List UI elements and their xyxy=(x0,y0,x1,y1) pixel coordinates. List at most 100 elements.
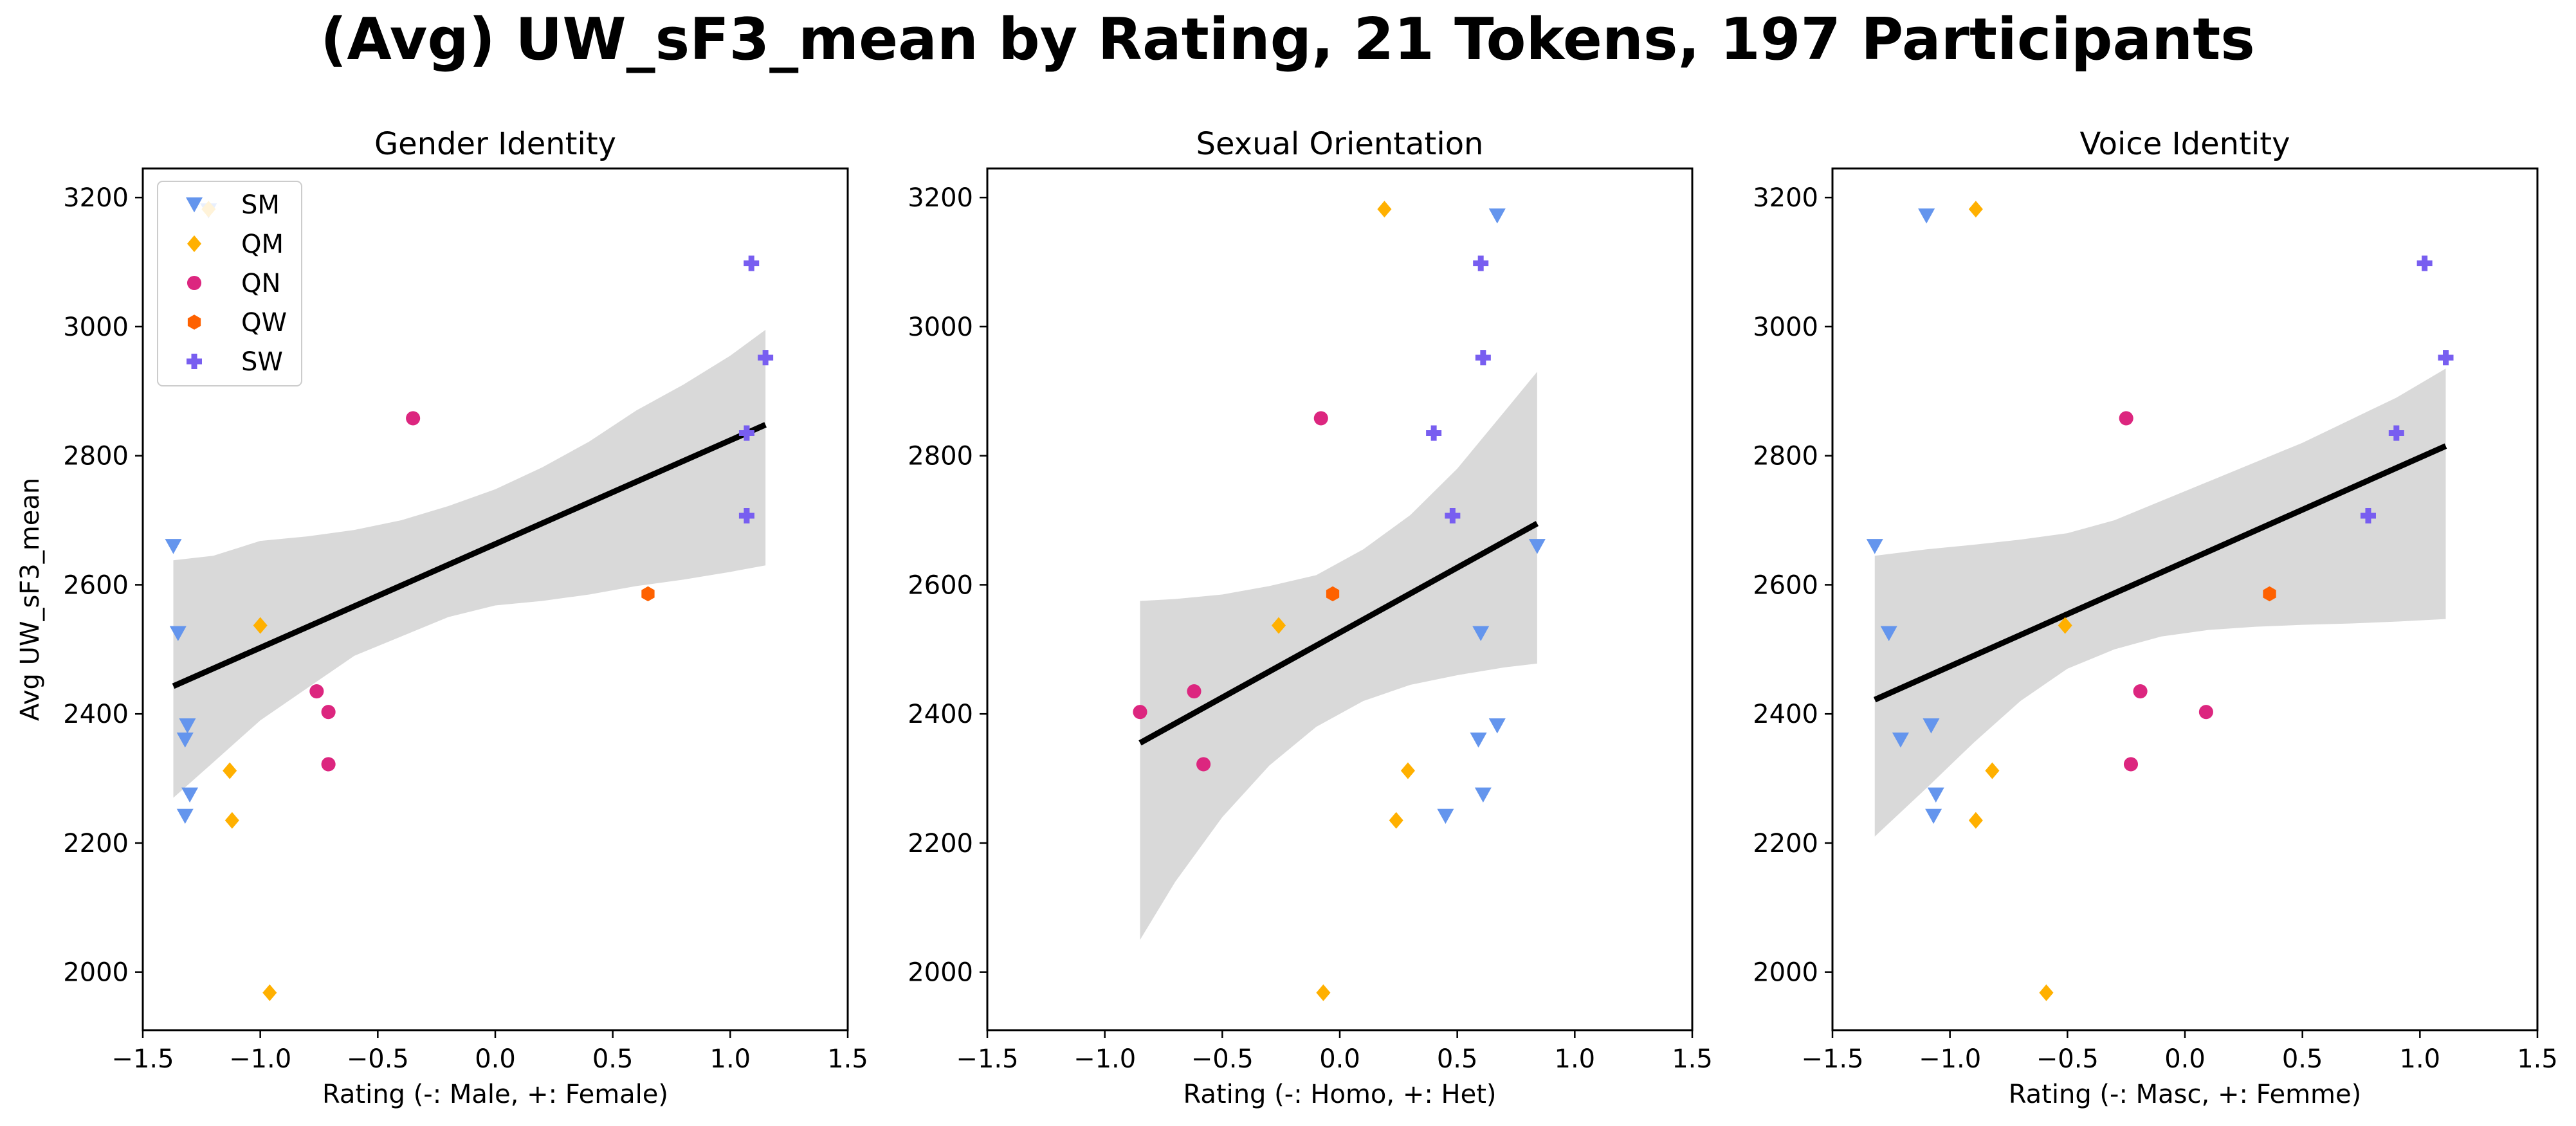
panel-title: Sexual Orientation xyxy=(1196,126,1484,162)
point-sw xyxy=(1445,508,1461,524)
point-sm xyxy=(165,539,182,554)
y-tick-label: 2400 xyxy=(908,700,973,729)
legend-box xyxy=(157,181,302,386)
x-tick-label: 0.5 xyxy=(592,1044,634,1074)
point-sm xyxy=(1437,808,1454,824)
y-tick-label: 3000 xyxy=(63,313,129,342)
x-tick-label: 0.0 xyxy=(1319,1044,1360,1074)
x-tick-label: 0.0 xyxy=(2164,1044,2206,1074)
point-sw xyxy=(1475,350,1491,366)
x-tick-label: −1.5 xyxy=(1801,1044,1863,1074)
point-sm xyxy=(1927,787,1944,803)
point-qn xyxy=(309,684,324,699)
point-sm xyxy=(1866,539,1883,554)
confidence-band xyxy=(1874,368,2446,837)
point-sm xyxy=(1918,208,1935,224)
point-qn xyxy=(2119,411,2133,426)
point-qn xyxy=(406,411,421,426)
point-sm xyxy=(1925,808,1942,824)
x-tick-label: 1.0 xyxy=(2400,1044,2441,1074)
point-qm xyxy=(262,984,277,1001)
x-axis-label: Rating (-: Male, +: Female) xyxy=(322,1080,668,1109)
x-tick-label: 1.0 xyxy=(710,1044,751,1074)
point-sm xyxy=(1488,208,1506,224)
x-tick-label: 1.5 xyxy=(1672,1044,1713,1074)
y-tick-label: 2800 xyxy=(63,442,129,471)
point-qn xyxy=(321,757,336,772)
point-qm xyxy=(1400,762,1415,779)
x-tick-label: 0.5 xyxy=(1437,1044,1478,1074)
legend-label-sw: SW xyxy=(241,347,283,377)
panel-voice-identity: −1.5 −1.0 −0.5 0.0 0.5 1.0 1.5 2000 2200 2400 2600… xyxy=(1753,126,2558,1109)
point-qm xyxy=(1377,201,1392,218)
point-sw xyxy=(744,255,760,271)
point-sm xyxy=(1880,626,1897,642)
point-sm xyxy=(1474,787,1492,803)
point-qn xyxy=(1313,411,1328,426)
point-sw xyxy=(2388,425,2404,441)
y-tick-label: 2200 xyxy=(1753,829,1818,858)
x-axis-label: Rating (-: Masc, +: Femme) xyxy=(2009,1080,2361,1109)
y-tick-label: 2000 xyxy=(908,958,973,988)
point-qw xyxy=(1326,586,1340,602)
y-tick-label: 2800 xyxy=(908,442,973,471)
legend-label-qn: QN xyxy=(241,269,280,298)
point-sm xyxy=(1470,732,1487,748)
figure-title: (Avg) UW_sF3_mean by Rating, 21 Tokens, … xyxy=(320,6,2255,73)
point-qm xyxy=(1968,812,1983,829)
x-tick-label: −0.5 xyxy=(2036,1044,2099,1074)
panel-title: Voice Identity xyxy=(2080,126,2290,162)
point-qn xyxy=(1133,705,1147,720)
legend-marker-qw xyxy=(187,314,201,330)
regression-line xyxy=(172,422,767,689)
point-qw xyxy=(2263,586,2276,602)
point-sm xyxy=(176,808,194,824)
point-sm xyxy=(1472,626,1490,642)
point-sw xyxy=(2360,508,2376,524)
legend-label-qm: QM xyxy=(241,230,284,259)
point-qn xyxy=(321,705,336,720)
x-tick-label: 0.5 xyxy=(2282,1044,2323,1074)
panel-title: Gender Identity xyxy=(374,126,616,162)
point-sm xyxy=(1528,539,1546,554)
point-qm xyxy=(224,812,239,829)
x-tick-label: 0.0 xyxy=(475,1044,516,1074)
y-tick-label: 2000 xyxy=(1753,958,1818,988)
point-qn xyxy=(1196,757,1211,772)
point-sm xyxy=(1892,732,1909,748)
y-tick-label: 2600 xyxy=(1753,570,1818,600)
point-sm xyxy=(181,787,199,803)
x-tick-label: −1.5 xyxy=(956,1044,1018,1074)
x-tick-label: −1.0 xyxy=(229,1044,291,1074)
x-tick-label: 1.5 xyxy=(2517,1044,2558,1074)
y-tick-label: 2400 xyxy=(1753,700,1818,729)
y-tick-label: 3200 xyxy=(908,183,973,213)
point-qn xyxy=(2133,684,2148,699)
point-qm xyxy=(1389,812,1403,829)
point-sm xyxy=(176,732,194,748)
point-qm xyxy=(1316,984,1331,1001)
point-sw xyxy=(1473,255,1489,271)
y-tick-label: 2000 xyxy=(63,958,129,988)
confidence-band xyxy=(1140,372,1537,940)
legend-marker-sw xyxy=(187,354,202,369)
confidence-band xyxy=(173,329,766,798)
y-tick-label: 2800 xyxy=(1753,442,1818,471)
y-tick-label: 2400 xyxy=(63,700,129,729)
point-sm xyxy=(1923,718,1940,734)
point-qm xyxy=(253,617,268,634)
point-qn xyxy=(2123,757,2139,772)
panel-sexual-orientation: −1.5 −1.0 −0.5 0.0 0.5 1.0 1.5 2000 2200 2400 2600… xyxy=(908,126,1713,1109)
y-tick-label: 3000 xyxy=(908,313,973,342)
point-sw xyxy=(758,350,774,366)
point-qn xyxy=(2198,705,2213,720)
y-tick-label: 2600 xyxy=(908,570,973,600)
y-tick-label: 2600 xyxy=(63,570,129,600)
regression-line xyxy=(1138,521,1539,746)
y-tick-label: 3000 xyxy=(1753,313,1818,342)
point-qm xyxy=(223,762,237,779)
x-tick-label: 1.5 xyxy=(827,1044,868,1074)
legend-marker-qm xyxy=(187,235,202,252)
legend: SM QM QN QW SW xyxy=(157,181,302,386)
